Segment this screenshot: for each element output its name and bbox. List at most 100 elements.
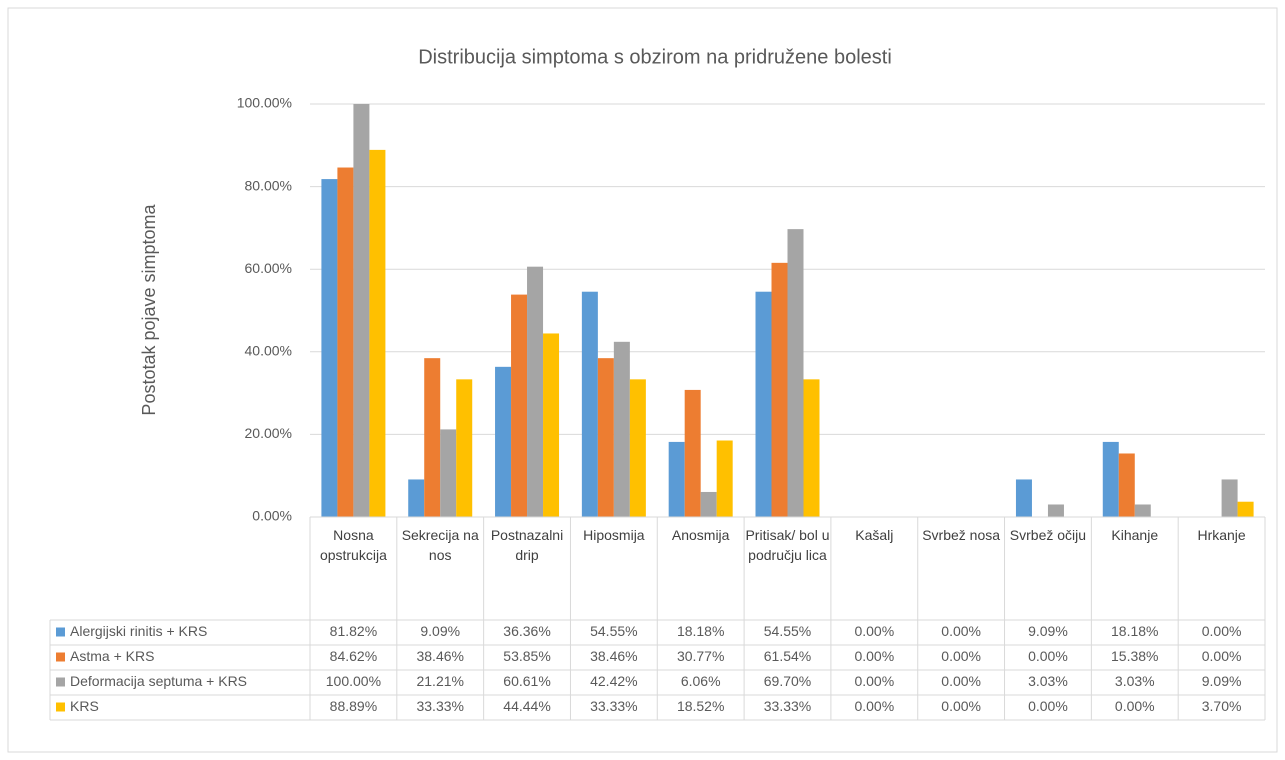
legend-key — [56, 702, 65, 712]
table-value: 0.00% — [1202, 648, 1242, 664]
table-value: 0.00% — [1028, 698, 1068, 714]
bar — [787, 229, 804, 518]
category-cell: Postnazalni drip — [491, 527, 563, 563]
bar — [369, 149, 386, 518]
y-tick-label: 20.00% — [245, 425, 292, 441]
bar — [803, 379, 820, 517]
table-value: 0.00% — [854, 648, 894, 664]
x-tick-label: Hiposmija — [583, 527, 645, 543]
table-value: 3.70% — [1202, 698, 1242, 714]
table-value: 3.03% — [1115, 673, 1155, 689]
x-tick-label: Svrbež nosa — [922, 527, 1001, 543]
table-value: 0.00% — [1115, 698, 1155, 714]
category-cell: Sekrecija na nos — [401, 527, 479, 563]
category-cell: Svrbež očiju — [1009, 527, 1087, 543]
table-value: 0.00% — [941, 623, 981, 639]
bar — [597, 358, 614, 517]
bar — [1118, 453, 1135, 517]
bar — [1047, 504, 1064, 517]
table-value: 61.54% — [764, 648, 811, 664]
x-tick-label: Anosmija — [671, 527, 730, 543]
bar — [321, 179, 338, 517]
table-value: 60.61% — [503, 673, 550, 689]
bar — [1237, 501, 1254, 517]
y-tick-label: 100.00% — [237, 95, 292, 111]
legend-label: Astma + KRS — [70, 648, 154, 664]
bar — [456, 379, 473, 517]
x-tick-label: Nosna opstrukcija — [319, 527, 387, 563]
table-value: 21.21% — [416, 673, 463, 689]
bar — [684, 389, 701, 517]
bar — [1134, 504, 1151, 517]
bar — [629, 379, 646, 517]
x-tick-label: Hrkanje — [1197, 527, 1246, 543]
x-tick-label: Sekrecija na nos — [401, 527, 479, 563]
table-value: 54.55% — [764, 623, 811, 639]
table-value: 30.77% — [677, 648, 724, 664]
table-value: 88.89% — [330, 698, 377, 714]
table-value: 81.82% — [330, 623, 377, 639]
legend-key — [56, 677, 65, 687]
table-value: 15.38% — [1111, 648, 1158, 664]
bar — [1102, 441, 1119, 517]
bar — [1221, 479, 1238, 517]
bar — [581, 291, 598, 517]
category-cell: Hiposmija — [583, 527, 645, 543]
table-value: 0.00% — [941, 698, 981, 714]
bar — [668, 441, 685, 517]
y-tick-label: 80.00% — [245, 177, 292, 193]
legend-label: KRS — [70, 698, 99, 714]
table-value: 54.55% — [590, 623, 637, 639]
table-value: 9.09% — [420, 623, 460, 639]
bar — [353, 104, 370, 517]
bar — [440, 429, 457, 517]
bar — [511, 294, 528, 517]
table-value: 84.62% — [330, 648, 377, 664]
table-value: 9.09% — [1028, 623, 1068, 639]
bar — [495, 366, 512, 517]
table-value: 33.33% — [416, 698, 463, 714]
table-value: 0.00% — [941, 673, 981, 689]
table-value: 38.46% — [590, 648, 637, 664]
bar — [1015, 479, 1032, 517]
legend-label: Deformacija septuma + KRS — [70, 673, 247, 689]
bar — [613, 341, 630, 517]
table-value: 3.03% — [1028, 673, 1068, 689]
table-value: 0.00% — [1028, 648, 1068, 664]
table-value: 6.06% — [681, 673, 721, 689]
category-cell: Kihanje — [1111, 527, 1159, 543]
x-tick-label: Kihanje — [1111, 527, 1159, 543]
category-cell: Kašalj — [855, 527, 894, 543]
table-value: 33.33% — [764, 698, 811, 714]
table-value: 100.00% — [326, 673, 381, 689]
bar — [543, 333, 560, 517]
category-cell: Nosna opstrukcija — [319, 527, 387, 563]
table-value: 36.36% — [503, 623, 550, 639]
y-axis-title: Postotak pojave simptoma — [139, 203, 159, 415]
bar — [716, 440, 733, 517]
chart-title: Distribucija simptoma s obzirom na pridr… — [418, 46, 892, 68]
table-value: 38.46% — [416, 648, 463, 664]
y-tick-label: 60.00% — [245, 260, 292, 276]
category-cell: Pritisak/ bol u području lica — [745, 527, 830, 563]
bar — [755, 291, 772, 517]
table-value: 18.18% — [677, 623, 724, 639]
bar — [771, 262, 788, 517]
table-value: 18.18% — [1111, 623, 1158, 639]
table-value: 33.33% — [590, 698, 637, 714]
table-value: 0.00% — [854, 698, 894, 714]
x-tick-label: Kašalj — [855, 527, 894, 543]
category-cell: Hrkanje — [1197, 527, 1246, 543]
category-cell: Anosmija — [671, 527, 730, 543]
table-value: 9.09% — [1202, 673, 1242, 689]
x-tick-label: Pritisak/ bol u području lica — [745, 527, 830, 563]
x-tick-label: Svrbež očiju — [1009, 527, 1087, 543]
bar — [408, 479, 425, 517]
table-value: 0.00% — [941, 648, 981, 664]
legend-key — [56, 627, 65, 637]
table-value: 42.42% — [590, 673, 637, 689]
bar — [700, 491, 717, 517]
category-cell: Svrbež nosa — [922, 527, 1001, 543]
y-tick-label: 40.00% — [245, 343, 292, 359]
